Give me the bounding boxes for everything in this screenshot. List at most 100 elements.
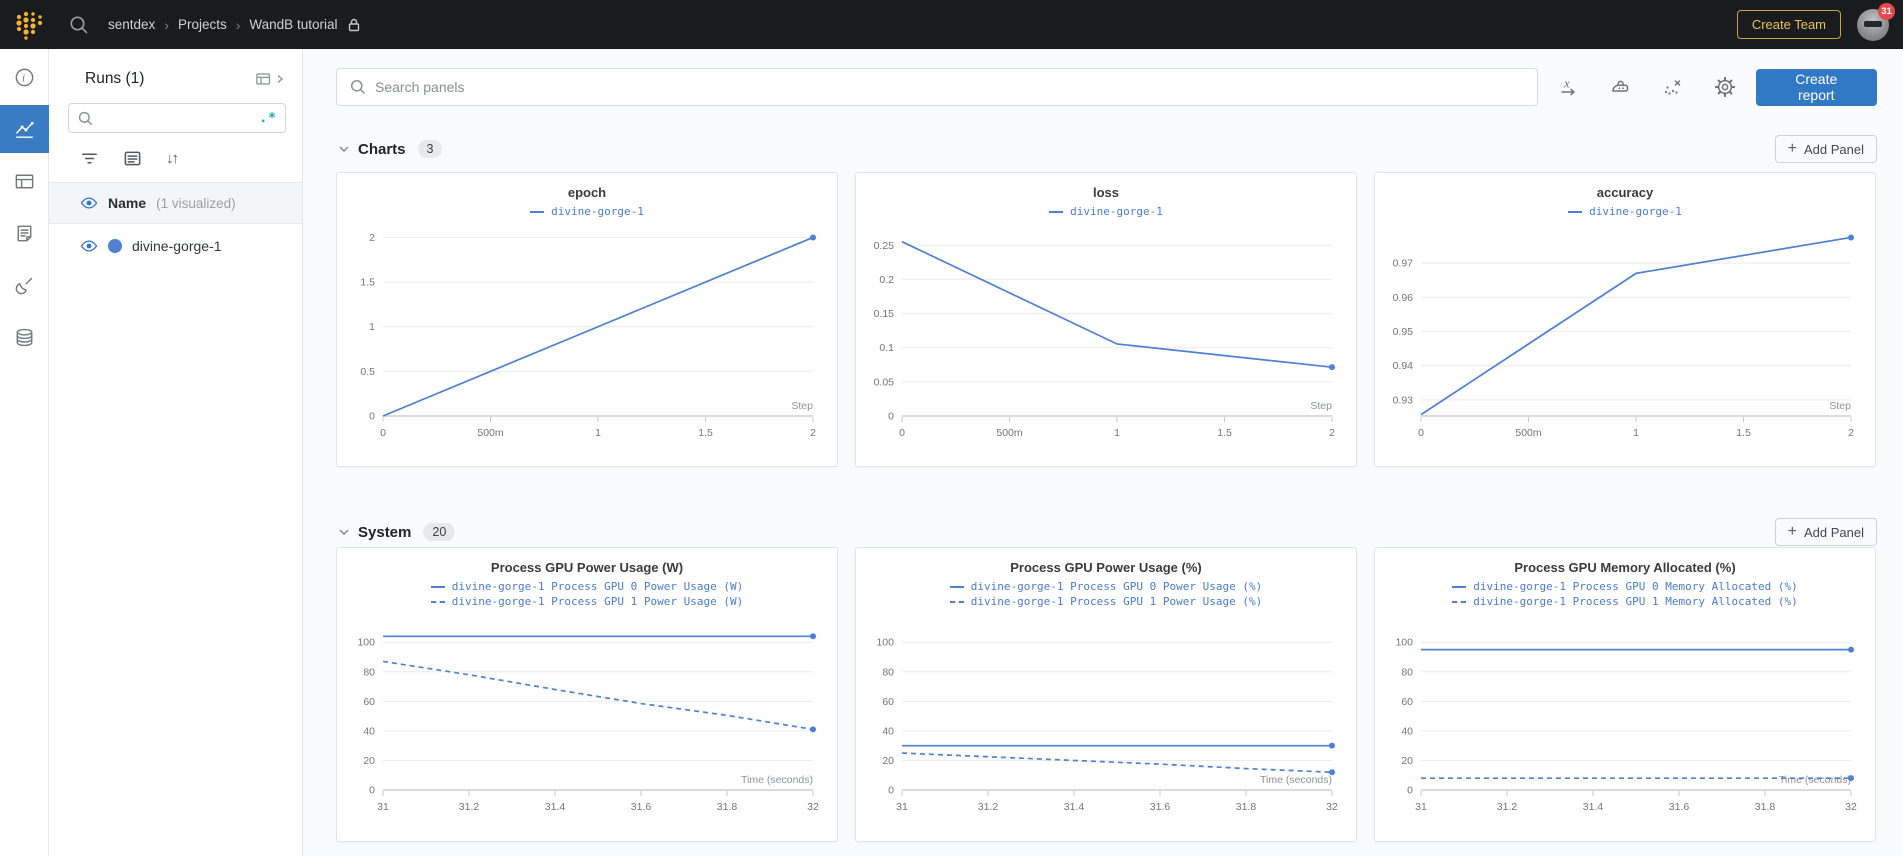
wandb-logo-icon[interactable] xyxy=(12,8,46,42)
nav-table[interactable] xyxy=(0,157,49,205)
svg-text:32: 32 xyxy=(807,801,819,813)
svg-text:0: 0 xyxy=(380,427,386,439)
legend-entry[interactable]: divine-gorge-1 Process GPU 0 Memory Allo… xyxy=(1452,579,1798,594)
svg-text:2: 2 xyxy=(1329,427,1335,439)
svg-text:2: 2 xyxy=(369,232,375,244)
svg-text:x: x xyxy=(1563,76,1570,91)
search-icon[interactable] xyxy=(68,14,90,36)
breadcrumb-entity[interactable]: sentdex xyxy=(108,17,156,32)
list-icon[interactable] xyxy=(123,149,142,168)
legend-entry[interactable]: divine-gorge-1 Process GPU 1 Memory Allo… xyxy=(1452,594,1798,609)
section-count-badge: 3 xyxy=(417,140,443,158)
runs-table-expand-button[interactable] xyxy=(254,69,286,89)
legend-series-name: divine-gorge-1 Process GPU 0 Power Usage… xyxy=(970,580,1263,593)
chart-panel-gpu-memory-pct[interactable]: Process GPU Memory Allocated (%) divine-… xyxy=(1374,547,1876,842)
legend-swatch xyxy=(430,585,445,588)
section-title: System xyxy=(358,523,412,541)
legend-swatch xyxy=(1049,210,1064,213)
svg-text:31.4: 31.4 xyxy=(1064,801,1085,813)
legend-entry[interactable]: divine-gorge-1 xyxy=(530,204,644,219)
chart-panel-gpu-power-w[interactable]: Process GPU Power Usage (W) divine-gorge… xyxy=(336,547,838,842)
add-panel-button[interactable]: + Add Panel xyxy=(1774,135,1877,163)
create-report-button[interactable]: Create report xyxy=(1755,68,1877,106)
regex-toggle[interactable]: .* xyxy=(259,110,277,126)
breadcrumb-project-name[interactable]: WandB tutorial xyxy=(249,17,338,32)
line-chart-icon xyxy=(16,121,34,138)
legend-entry[interactable]: divine-gorge-1 Process GPU 1 Power Usage… xyxy=(430,594,743,609)
topbar: sentdex › Projects › WandB tutorial Crea… xyxy=(0,0,1903,49)
create-team-button[interactable]: Create Team xyxy=(1736,10,1841,39)
runs-column-name[interactable]: Name xyxy=(108,195,147,211)
svg-text:60: 60 xyxy=(882,696,894,708)
legend-entry[interactable]: divine-gorge-1 Process GPU 1 Power Usage… xyxy=(949,594,1262,609)
search-panels-input[interactable] xyxy=(375,79,1525,95)
svg-text:31: 31 xyxy=(1415,801,1427,813)
svg-text:100: 100 xyxy=(876,637,894,649)
nav-rail: i xyxy=(0,49,49,856)
svg-text:0.96: 0.96 xyxy=(1393,292,1414,304)
nav-charts[interactable] xyxy=(0,105,49,153)
filter-icon[interactable] xyxy=(80,149,99,168)
nav-logs[interactable] xyxy=(0,209,49,257)
svg-text:0.5: 0.5 xyxy=(360,366,375,378)
runs-search-input[interactable] xyxy=(100,110,260,126)
chart-panel-gpu-power-pct[interactable]: Process GPU Power Usage (%) divine-gorge… xyxy=(855,547,1357,842)
run-row[interactable]: divine-gorge-1 xyxy=(49,224,302,268)
run-name[interactable]: divine-gorge-1 xyxy=(132,238,222,254)
legend-series-name: divine-gorge-1 Process GPU 1 Memory Allo… xyxy=(1473,595,1798,608)
legend-series-name: divine-gorge-1 Process GPU 0 Memory Allo… xyxy=(1473,580,1798,593)
notification-badge[interactable]: 31 xyxy=(1878,2,1895,20)
svg-text:1: 1 xyxy=(369,321,375,333)
nav-sweeps[interactable] xyxy=(0,261,49,309)
outliers-icon[interactable] xyxy=(1654,68,1692,106)
svg-text:1.5: 1.5 xyxy=(698,427,713,439)
svg-text:0: 0 xyxy=(888,411,894,423)
panel-settings-icon[interactable] xyxy=(1602,68,1640,106)
svg-text:20: 20 xyxy=(882,755,894,767)
svg-text:40: 40 xyxy=(882,725,894,737)
chevron-down-icon[interactable] xyxy=(336,524,352,540)
chart-panel-accuracy[interactable]: accuracy divine-gorge-1 0.93 0.94 0.95 0.96… xyxy=(1374,172,1876,467)
section-title: Charts xyxy=(358,140,406,158)
search-icon xyxy=(350,79,365,94)
svg-text:31.4: 31.4 xyxy=(545,801,566,813)
legend-swatch xyxy=(430,600,445,603)
sort-icon[interactable]: ↓↑ xyxy=(166,150,179,167)
gear-icon[interactable] xyxy=(1706,68,1744,106)
svg-text:31.6: 31.6 xyxy=(1669,801,1690,813)
section-header-system: System 20 + Add Panel xyxy=(336,517,1877,547)
svg-text:31.4: 31.4 xyxy=(1583,801,1604,813)
svg-text:0.97: 0.97 xyxy=(1393,258,1414,270)
svg-text:31.2: 31.2 xyxy=(459,801,480,813)
chart-title: accuracy xyxy=(1596,185,1654,200)
add-panel-button[interactable]: + Add Panel xyxy=(1774,518,1877,546)
svg-text:Step: Step xyxy=(1829,400,1851,412)
chart-legend: divine-gorge-1 Process GPU 0 Power Usage… xyxy=(856,579,1356,609)
svg-text:1.5: 1.5 xyxy=(1736,427,1751,439)
svg-text:20: 20 xyxy=(1401,755,1413,767)
svg-text:2: 2 xyxy=(810,427,816,439)
legend-entry[interactable]: divine-gorge-1 Process GPU 0 Power Usage… xyxy=(430,579,743,594)
legend-entry[interactable]: divine-gorge-1 xyxy=(1568,204,1682,219)
breadcrumb-separator: › xyxy=(235,16,241,33)
legend-swatch xyxy=(1452,600,1467,603)
eye-visibility-icon[interactable] xyxy=(80,237,98,255)
legend-swatch xyxy=(1452,585,1467,588)
chart-panel-epoch[interactable]: epoch divine-gorge-1 0 0.5 1 1.5 2 0 500m 1 1.5 2… xyxy=(336,172,838,467)
chevron-down-icon[interactable] xyxy=(336,141,352,157)
svg-text:Time (seconds): Time (seconds) xyxy=(1779,774,1851,786)
chart-panel-loss[interactable]: loss divine-gorge-1 0 0.05 0.1 0.15 0.2 0.25 0… xyxy=(855,172,1357,467)
svg-text:31.8: 31.8 xyxy=(1755,801,1776,813)
legend-swatch xyxy=(949,585,964,588)
nav-artifacts[interactable] xyxy=(0,313,49,361)
svg-text:0: 0 xyxy=(1407,785,1413,797)
svg-text:Step: Step xyxy=(791,400,813,412)
legend-entry[interactable]: divine-gorge-1 Process GPU 0 Power Usage… xyxy=(949,579,1263,594)
x-axis-icon[interactable]: x xyxy=(1550,68,1588,106)
nav-overview[interactable]: i xyxy=(0,53,49,101)
search-icon xyxy=(78,111,92,125)
legend-entry[interactable]: divine-gorge-1 xyxy=(1049,204,1163,219)
breadcrumb-projects[interactable]: Projects xyxy=(177,17,227,32)
svg-text:0: 0 xyxy=(1418,427,1424,439)
eye-visibility-icon[interactable] xyxy=(80,194,98,212)
